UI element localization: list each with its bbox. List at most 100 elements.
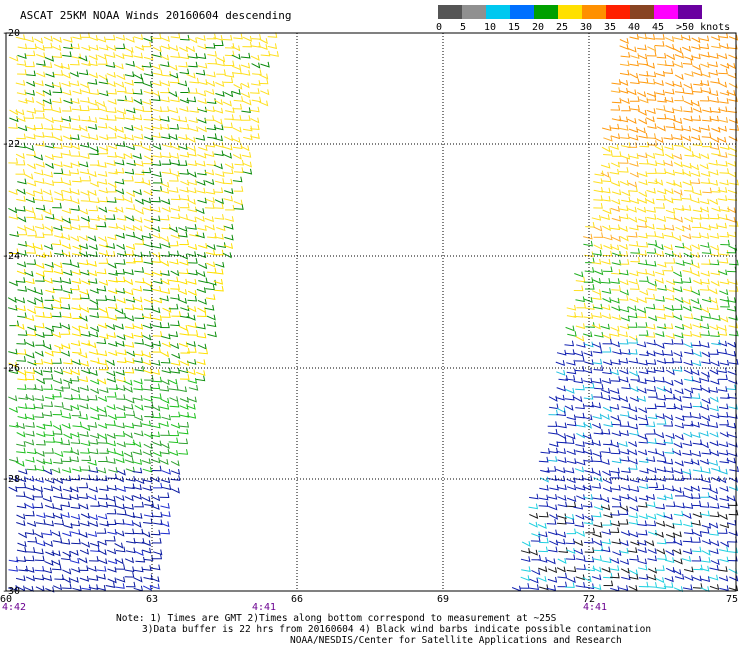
wind-barb [63, 405, 73, 412]
wind-barb [709, 53, 719, 59]
wind-barb [25, 197, 35, 204]
wind-barb [683, 83, 693, 90]
wind-barb [654, 244, 664, 251]
wind-barb [143, 443, 153, 450]
wind-barb [637, 222, 648, 228]
wind-barb [610, 325, 620, 332]
wind-barb [205, 188, 216, 195]
wind-barb [683, 458, 694, 465]
wind-barb [16, 356, 27, 362]
wind-barb [548, 447, 559, 454]
wind-barb [44, 350, 54, 357]
wind-barb [665, 286, 675, 293]
wind-barb [638, 574, 649, 580]
wind-barb [124, 323, 135, 330]
wind-barb [684, 54, 694, 61]
wind-barb [170, 294, 180, 300]
legend-label: 5 [460, 22, 467, 33]
wind-barb [143, 88, 154, 95]
wind-barb [593, 429, 604, 435]
wind-barb [673, 141, 684, 147]
wind-barb [106, 370, 116, 377]
wind-barb [108, 350, 118, 357]
wind-barb [98, 456, 108, 462]
wind-barb [637, 206, 647, 213]
wind-barb [80, 293, 90, 300]
wind-barb [584, 556, 595, 563]
wind-barb [107, 234, 117, 241]
wind-barb [124, 175, 134, 182]
wind-barb [179, 68, 190, 75]
wind-barb [27, 299, 37, 305]
wind-barb [17, 43, 28, 50]
wind-barb [79, 403, 89, 410]
wind-barb [44, 448, 54, 454]
wind-barb [170, 194, 181, 201]
wind-barb [709, 431, 719, 438]
wind-barb [152, 51, 162, 58]
wind-barb [89, 197, 100, 204]
wind-barb [169, 77, 180, 84]
wind-barb [701, 415, 711, 422]
wind-barb [594, 383, 604, 390]
wind-barb [123, 153, 133, 160]
wind-barb [657, 188, 667, 195]
wind-barb [232, 103, 243, 110]
wind-barb [79, 168, 90, 175]
wind-barb [195, 216, 205, 222]
wind-barb [663, 458, 674, 465]
wind-barb [564, 438, 575, 445]
wind-barb [665, 369, 675, 376]
wind-barb [161, 242, 171, 249]
wind-barb [141, 540, 151, 547]
wind-barb [673, 34, 683, 41]
wind-barb [51, 82, 62, 88]
wind-barb [584, 359, 594, 366]
wind-barb [170, 96, 180, 103]
y-tick-label: -30 [2, 586, 20, 597]
wind-barb [197, 117, 207, 124]
wind-barb [141, 233, 152, 239]
wind-barb [619, 38, 629, 45]
wind-barb [231, 137, 241, 144]
wind-barb [180, 179, 190, 186]
wind-barb [17, 312, 27, 319]
wind-barb [683, 566, 694, 573]
legend-label: 10 [484, 22, 497, 33]
wind-barb [80, 307, 90, 314]
wind-barb [701, 358, 711, 365]
wind-barb [79, 105, 90, 112]
wind-barb [35, 450, 45, 457]
wind-barb [665, 169, 676, 176]
wind-barb [611, 314, 621, 321]
wind-barb [81, 88, 91, 94]
wind-barb [672, 235, 682, 242]
wind-barb [638, 476, 649, 483]
wind-barb [727, 73, 737, 79]
wind-barb [511, 585, 522, 592]
wind-barb [582, 414, 593, 421]
wind-barb [637, 520, 647, 527]
wind-barb [142, 385, 153, 391]
wind-barb [116, 108, 127, 115]
wind-barb [33, 154, 44, 161]
wind-barb [187, 206, 198, 213]
wind-barb [144, 500, 154, 507]
wind-barb [709, 584, 720, 591]
wind-barb [728, 359, 739, 365]
wind-barb [15, 323, 25, 330]
wind-barb [609, 404, 620, 410]
wind-barb [133, 378, 143, 385]
wind-barb [35, 45, 45, 52]
wind-barb [9, 456, 19, 463]
wind-barb [8, 214, 19, 220]
wind-barb [630, 248, 641, 254]
wind-barb [61, 217, 71, 224]
legend-swatch [678, 5, 702, 19]
wind-barb [699, 95, 710, 102]
wind-barb [664, 188, 674, 195]
wind-barb [8, 585, 18, 591]
wind-barb [629, 505, 639, 512]
wind-barb [207, 331, 217, 338]
wind-barb [654, 350, 665, 356]
